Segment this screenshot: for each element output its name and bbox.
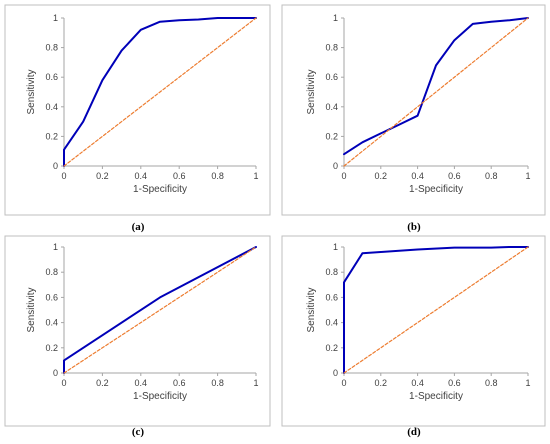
y-tick-label: 0.6 bbox=[325, 72, 338, 82]
y-tick-label: 0.6 bbox=[45, 72, 58, 82]
roc-curve-line bbox=[343, 246, 529, 374]
x-tick-label: 1 bbox=[253, 171, 258, 181]
panel-frame bbox=[4, 235, 271, 427]
x-axis-label: 1-Specificity bbox=[133, 391, 187, 402]
x-tick-label: 0.2 bbox=[96, 171, 109, 181]
y-tick-label: 0.2 bbox=[45, 343, 58, 353]
x-tick-label: 0 bbox=[61, 171, 66, 181]
y-tick-label: 1 bbox=[53, 13, 58, 23]
x-tick-label: 0.6 bbox=[448, 378, 461, 388]
x-tick-label: 0.2 bbox=[375, 378, 388, 388]
y-tick-label: 0.6 bbox=[325, 292, 338, 302]
y-tick-label: 1 bbox=[333, 242, 338, 252]
chart-panel-c: 0 0.2 0.4 0.6 0.8 1 0 0.2 0.4 0.6 0.8 1 1-Specificit… bbox=[4, 235, 271, 438]
panel-caption: (c) bbox=[132, 426, 145, 438]
x-tick-label: 0.8 bbox=[211, 378, 224, 388]
y-tick-label: 0 bbox=[333, 368, 338, 378]
x-tick-label: 1 bbox=[525, 171, 530, 181]
y-tick-label: 0.4 bbox=[45, 102, 58, 112]
reference-diagonal-line bbox=[343, 246, 529, 374]
chart-panel-b: 0 0.2 0.4 0.6 0.8 1 0 0.2 0.4 0.6 0.8 1 1-Specificit… bbox=[281, 4, 546, 233]
y-tick-label: 0.8 bbox=[45, 43, 58, 53]
x-tick-label: 0 bbox=[341, 171, 346, 181]
chart-panel-d: 0 0.2 0.4 0.6 0.8 1 0 0.2 0.4 0.6 0.8 1 1-Specificit… bbox=[281, 235, 546, 438]
x-tick-label: 1 bbox=[253, 378, 258, 388]
y-tick-label: 0.8 bbox=[45, 267, 58, 277]
y-tick-label: 0.4 bbox=[45, 318, 58, 328]
reference-diagonal-line bbox=[63, 17, 257, 167]
y-tick-label: 0.8 bbox=[325, 267, 338, 277]
y-tick-label: 1 bbox=[53, 242, 58, 252]
roc-curve-line bbox=[343, 17, 529, 156]
y-tick-label: 0 bbox=[53, 161, 58, 171]
y-axis-label: Sensitivity bbox=[306, 287, 317, 332]
y-tick-label: 0.4 bbox=[325, 102, 338, 112]
x-tick-label: 0.6 bbox=[448, 171, 461, 181]
x-tick-label: 0 bbox=[341, 378, 346, 388]
panel-caption: (b) bbox=[407, 221, 421, 233]
y-tick-label: 0.2 bbox=[325, 343, 338, 353]
y-tick-label: 1 bbox=[333, 13, 338, 23]
x-axis-label: 1-Specificity bbox=[409, 391, 463, 402]
panel-frame bbox=[281, 235, 546, 427]
x-axis-label: 1-Specificity bbox=[133, 184, 187, 195]
roc-curve-line bbox=[63, 17, 257, 167]
y-tick-label: 0 bbox=[333, 161, 338, 171]
chart-panel-a: 0 0.2 0.4 0.6 0.8 1 0 0.2 0.4 0.6 0.8 1 1-Specificit… bbox=[4, 4, 271, 233]
y-tick-label: 0.4 bbox=[325, 318, 338, 328]
x-tick-label: 0.4 bbox=[411, 378, 424, 388]
x-tick-label: 0.4 bbox=[411, 171, 424, 181]
panel-caption: (a) bbox=[132, 221, 145, 233]
x-tick-label: 0.8 bbox=[485, 378, 498, 388]
x-tick-label: 0.2 bbox=[375, 171, 388, 181]
panel-caption: (d) bbox=[407, 426, 421, 438]
y-tick-label: 0.2 bbox=[325, 131, 338, 141]
x-tick-label: 0.6 bbox=[173, 171, 186, 181]
y-axis-label: Sensitivity bbox=[26, 287, 37, 332]
x-tick-label: 0.4 bbox=[135, 378, 148, 388]
x-tick-label: 0.8 bbox=[211, 171, 224, 181]
y-tick-label: 0.8 bbox=[325, 43, 338, 53]
x-tick-label: 0.6 bbox=[173, 378, 186, 388]
reference-diagonal-line bbox=[343, 17, 529, 167]
roc-curve-line bbox=[63, 246, 257, 374]
y-tick-label: 0.6 bbox=[45, 292, 58, 302]
y-tick-label: 0 bbox=[53, 368, 58, 378]
x-tick-label: 0.4 bbox=[135, 171, 148, 181]
reference-diagonal-line bbox=[63, 246, 257, 374]
x-tick-label: 1 bbox=[525, 378, 530, 388]
x-tick-label: 0.2 bbox=[96, 378, 109, 388]
y-axis-label: Sensitivity bbox=[306, 69, 317, 114]
x-axis-label: 1-Specificity bbox=[409, 184, 463, 195]
x-tick-label: 0.8 bbox=[485, 171, 498, 181]
x-tick-label: 0 bbox=[61, 378, 66, 388]
y-tick-label: 0.2 bbox=[45, 131, 58, 141]
y-axis-label: Sensitivity bbox=[26, 69, 37, 114]
